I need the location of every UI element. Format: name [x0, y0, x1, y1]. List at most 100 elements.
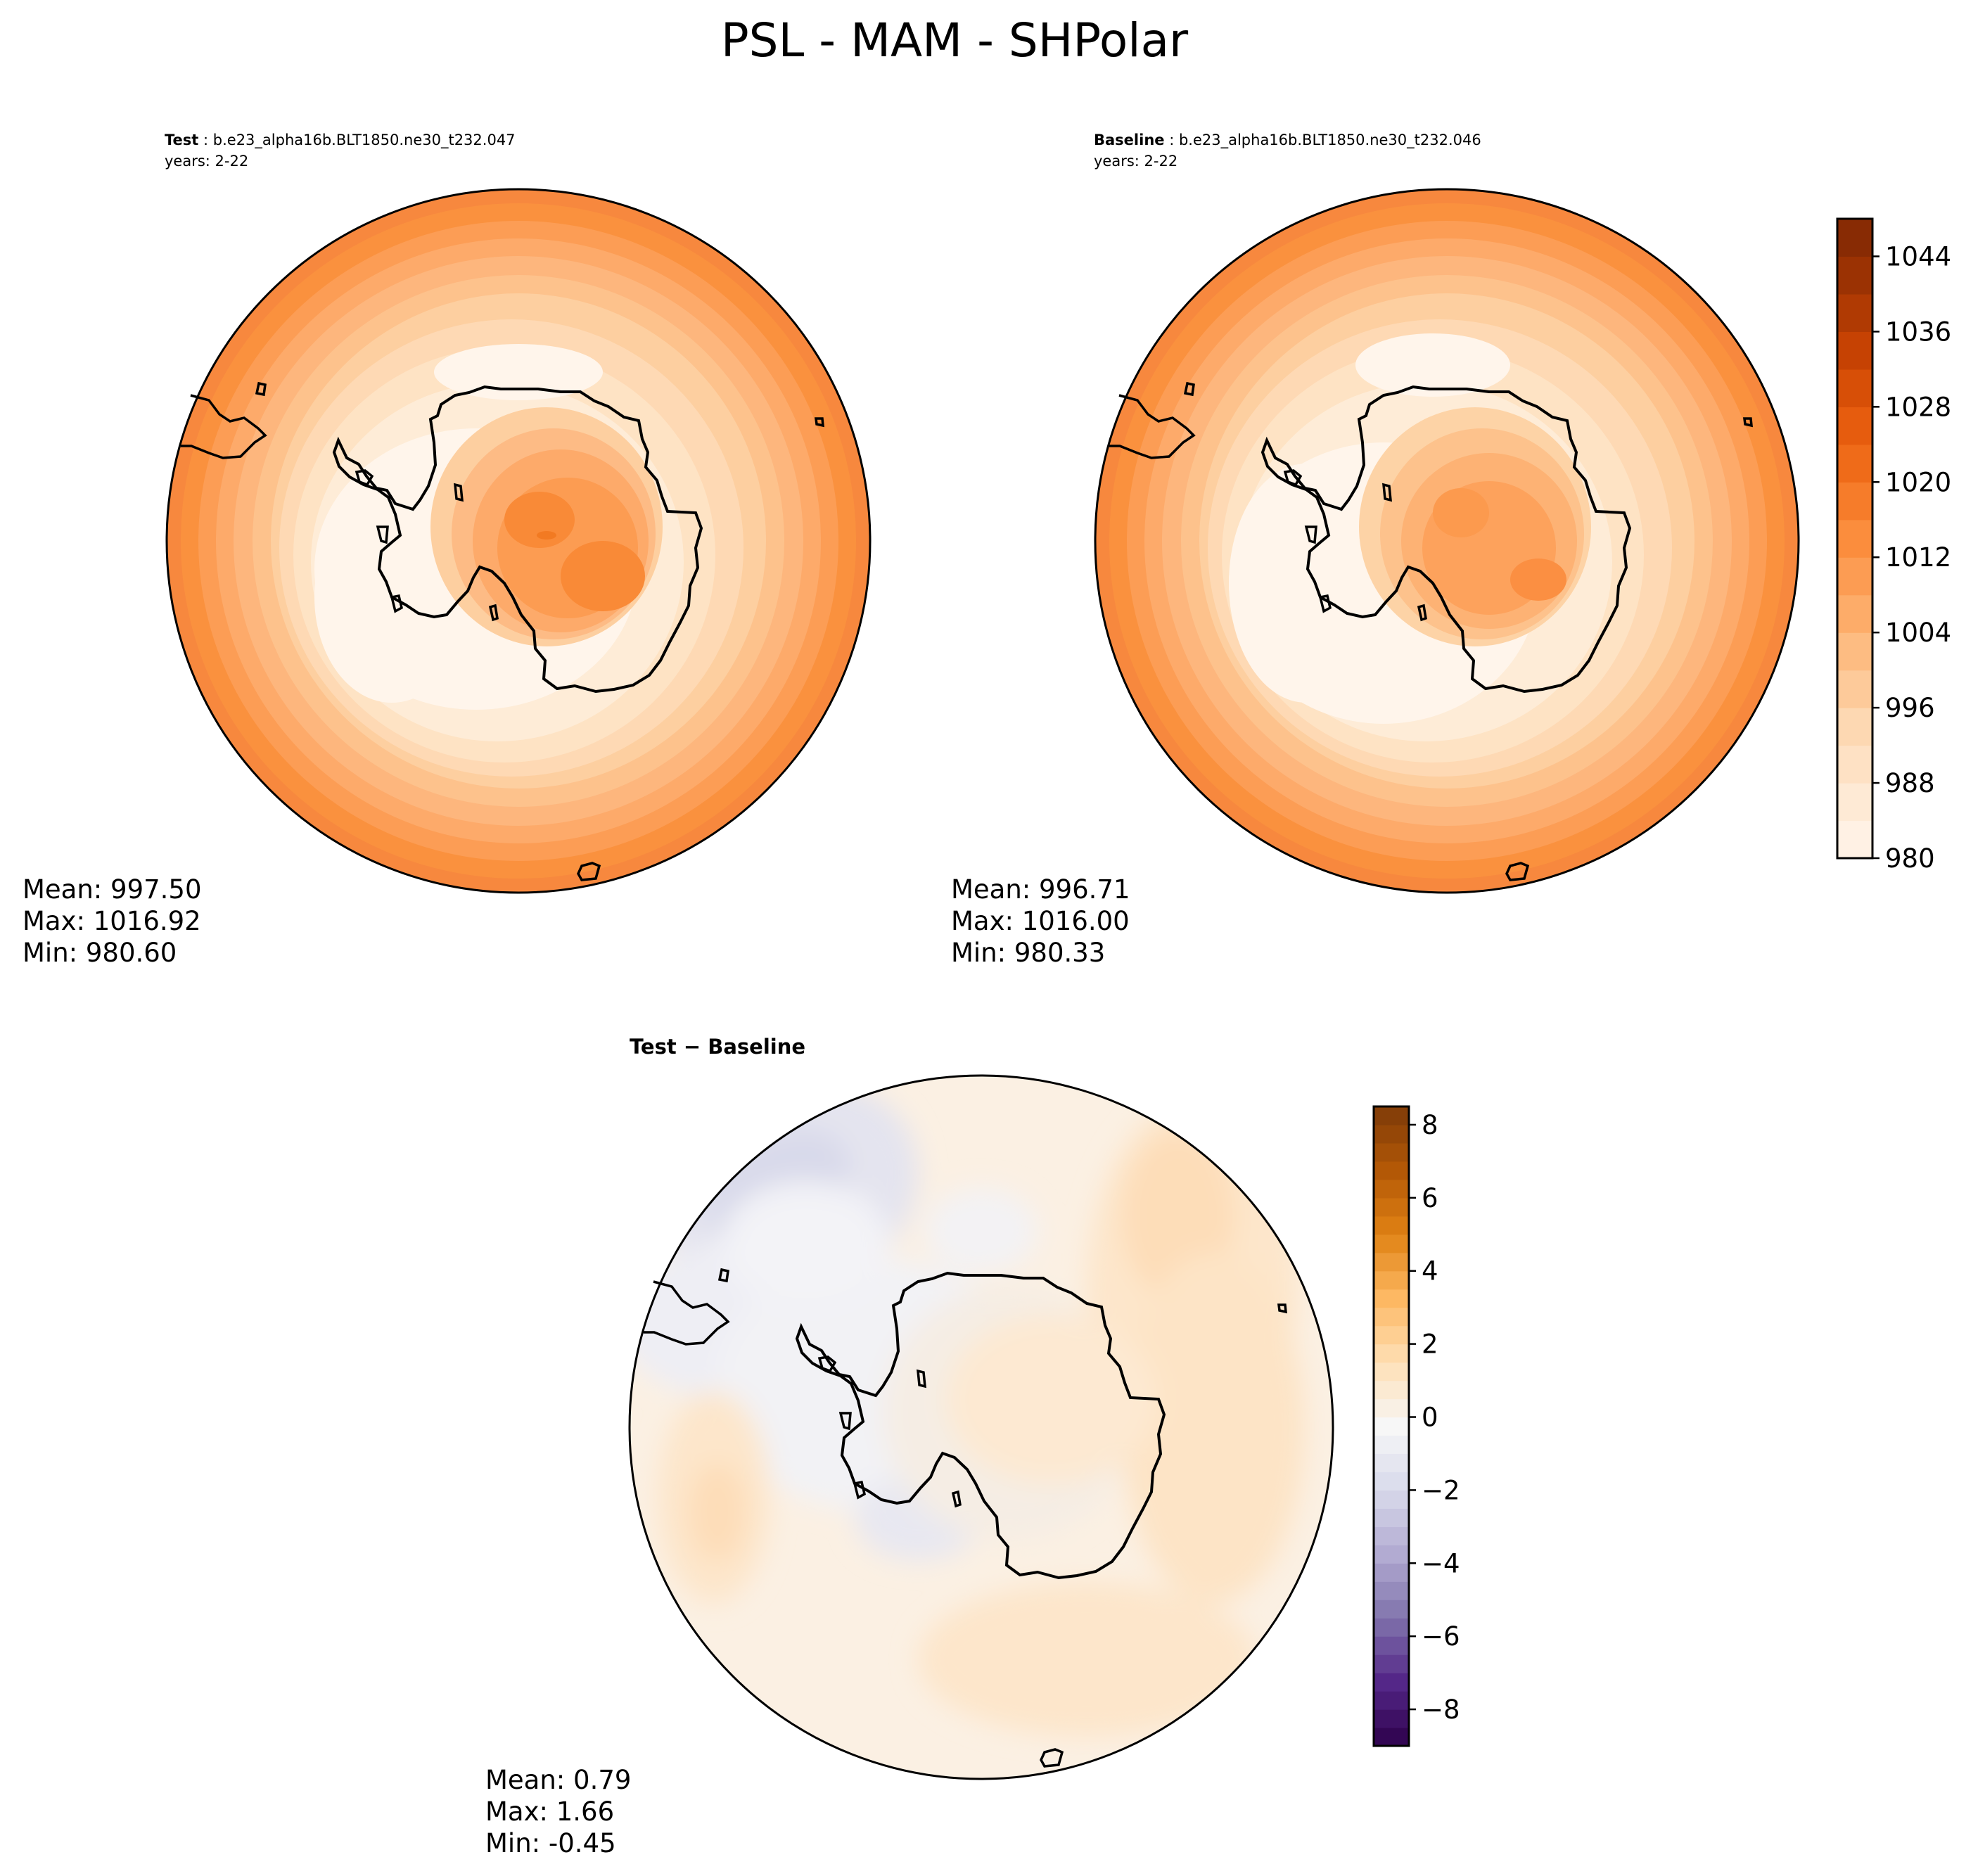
test-stat-mean: Mean: 997.50 — [23, 874, 202, 905]
main-colorbar-band — [1837, 670, 1872, 708]
baseline-label-bold: Baseline — [1094, 132, 1165, 148]
diff-colorbar-band — [1374, 1344, 1409, 1363]
main-colorbar-band — [1837, 708, 1872, 746]
main-colorbar-tick-label: 1020 — [1885, 467, 1951, 497]
diff-colorbar-band — [1374, 1673, 1409, 1692]
diff-colorbar-band — [1374, 1234, 1409, 1253]
main-colorbar-band — [1837, 293, 1872, 333]
main-colorbar-band — [1837, 407, 1872, 445]
main-colorbar-band — [1837, 820, 1872, 859]
test-years: years: 2-22 — [165, 153, 248, 170]
diff-colorbar-tick-label: 4 — [1422, 1256, 1438, 1287]
diff-colorbar-band — [1374, 1490, 1409, 1509]
diff-colorbar-band — [1374, 1636, 1409, 1655]
main-colorbar-tick-label: 1012 — [1885, 542, 1951, 573]
diff-colorbar-band — [1374, 1197, 1409, 1217]
diff-colorbar-band — [1374, 1563, 1409, 1582]
figure-title: PSL - MAM - SHPolar — [721, 13, 1189, 68]
main-colorbar-band — [1837, 632, 1872, 671]
main-colorbar-band — [1837, 783, 1872, 822]
diff-colorbar-tick-label: −2 — [1422, 1475, 1460, 1505]
diff-colorbar-band — [1374, 1435, 1409, 1455]
diff-colorbar-frame — [1372, 1105, 1410, 1747]
diff-stat-max: Max: 1.66 — [485, 1797, 614, 1827]
diff-stat-mean: Mean: 0.79 — [485, 1765, 631, 1795]
baseline-label-rest: : b.e23_alpha16b.BLT1850.ne30_t232.046 — [1169, 132, 1481, 149]
diff-colorbar-band — [1374, 1618, 1409, 1637]
diff-colorbar-band — [1374, 1124, 1409, 1144]
main-colorbar-tick-label: 1004 — [1885, 618, 1951, 648]
main-colorbar-band — [1837, 444, 1872, 483]
diff-colorbar-band — [1374, 1252, 1409, 1272]
baseline-map-field — [1095, 189, 1799, 893]
test-stat-min: Min: 980.60 — [23, 938, 177, 968]
main-colorbar-band — [1837, 369, 1872, 407]
test-panel-label: Test : b.e23_alpha16b.BLT1850.ne30_t232.… — [165, 132, 516, 149]
diff-colorbar-tick-label: 0 — [1422, 1403, 1438, 1433]
diff-colorbar-band — [1374, 1161, 1409, 1180]
diff-map — [628, 1074, 1334, 1780]
diff-colorbar-band — [1374, 1691, 1409, 1710]
main-colorbar-band — [1837, 519, 1872, 558]
main-colorbar-band — [1837, 331, 1872, 370]
main-colorbar-tick-label: 996 — [1885, 693, 1935, 723]
diff-colorbar-tick-label: −6 — [1422, 1621, 1460, 1652]
diff-colorbar-band — [1374, 1325, 1409, 1345]
diff-colorbar-band — [1374, 1307, 1409, 1327]
diff-colorbar-band — [1374, 1654, 1409, 1673]
diff-colorbar-band — [1374, 1289, 1409, 1308]
baseline-years: years: 2-22 — [1094, 153, 1177, 170]
main-colorbar-band — [1837, 594, 1872, 633]
main-colorbar-frame — [1836, 217, 1874, 860]
diff-colorbar-tick-label: −4 — [1422, 1548, 1460, 1578]
main-colorbar-band — [1837, 557, 1872, 596]
diff-colorbar-band — [1374, 1142, 1409, 1162]
main-colorbar-tick-label: 988 — [1885, 768, 1935, 798]
diff-colorbar-tick-label: 2 — [1422, 1329, 1438, 1360]
diff-panel-label: Test − Baseline — [630, 1035, 805, 1059]
diff-colorbar-band — [1374, 1380, 1409, 1400]
diff-colorbar-band — [1374, 1270, 1409, 1290]
diff-colorbar-band — [1374, 1215, 1409, 1235]
diff-colorbar-band — [1374, 1526, 1409, 1545]
diff-colorbar-band — [1374, 1398, 1409, 1418]
diff-colorbar-band — [1374, 1179, 1409, 1199]
baseline-panel: Baseline : b.e23_alpha16b.BLT1850.ne30_t… — [951, 132, 1800, 968]
test-stat-max: Max: 1016.92 — [23, 906, 201, 936]
test-label-bold: Test — [165, 132, 198, 148]
diff-colorbar-band — [1374, 1581, 1409, 1600]
test-map-field — [167, 189, 870, 893]
diff-colorbar-tick-label: 6 — [1422, 1183, 1438, 1213]
diff-colorbar-band — [1374, 1728, 1409, 1747]
diff-colorbar-band — [1374, 1709, 1409, 1728]
diff-colorbar-tick-label: −8 — [1422, 1695, 1460, 1725]
diff-colorbar: −8 −6 −4 −2 0 2 4 6 8 — [1372, 1105, 1460, 1747]
baseline-panel-label: Baseline : b.e23_alpha16b.BLT1850.ne30_t… — [1094, 132, 1481, 149]
diff-colorbar-band — [1374, 1362, 1409, 1382]
main-colorbar-tick-label: 1044 — [1885, 241, 1951, 272]
main-colorbar-tick-label: 1036 — [1885, 317, 1951, 347]
diff-colorbar-band — [1374, 1417, 1409, 1436]
main-colorbar-band — [1837, 256, 1872, 295]
main-colorbar: 980 988 996 1004 1012 1020 1028 1036 1044 — [1836, 217, 1951, 874]
diff-colorbar-band — [1374, 1600, 1409, 1619]
diff-colorbar-band — [1374, 1545, 1409, 1564]
diff-colorbar-band — [1374, 1508, 1409, 1527]
diff-colorbar-tick-label: 8 — [1422, 1110, 1438, 1140]
test-panel: Test : b.e23_alpha16b.BLT1850.ne30_t232.… — [23, 132, 872, 968]
main-colorbar-band — [1837, 219, 1872, 257]
diff-colorbar-band — [1374, 1106, 1409, 1125]
main-colorbar-band — [1837, 745, 1872, 784]
main-colorbar-band — [1837, 482, 1872, 521]
diff-stat-min: Min: -0.45 — [485, 1828, 616, 1858]
diff-panel: Test − Baseline — [485, 1035, 1334, 1858]
test-label-rest: : b.e23_alpha16b.BLT1850.ne30_t232.047 — [203, 132, 516, 149]
diff-colorbar-band — [1374, 1472, 1409, 1491]
main-colorbar-tick-label: 1028 — [1885, 392, 1951, 422]
test-map — [165, 188, 872, 894]
main-colorbar-tick-label: 980 — [1885, 843, 1935, 874]
baseline-stat-min: Min: 980.33 — [951, 938, 1105, 968]
baseline-map — [1094, 188, 1800, 894]
baseline-stat-mean: Mean: 996.71 — [951, 874, 1130, 905]
